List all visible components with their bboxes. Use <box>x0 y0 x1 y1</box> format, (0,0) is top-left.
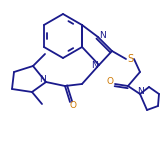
Text: O: O <box>106 77 113 87</box>
Text: N: N <box>100 31 106 39</box>
Text: S: S <box>127 54 133 64</box>
Text: O: O <box>69 101 76 109</box>
Text: N: N <box>138 87 144 95</box>
Text: N: N <box>40 75 46 85</box>
Text: N: N <box>92 60 98 70</box>
